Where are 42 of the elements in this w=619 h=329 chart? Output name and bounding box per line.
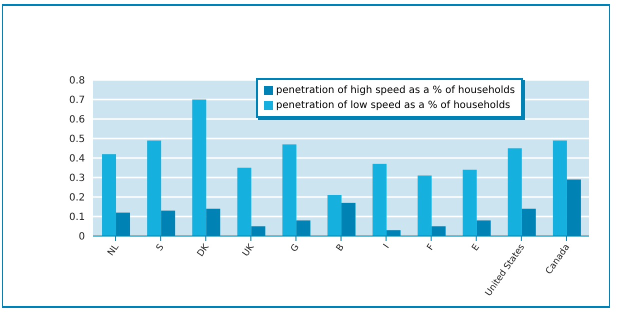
x-tick-label: UK — [241, 242, 258, 259]
bar — [206, 208, 220, 236]
y-tick-label: 0.6 — [69, 114, 85, 126]
bar — [386, 230, 401, 236]
bar — [282, 144, 296, 236]
legend-label: penetration of high speed as a % of households — [276, 84, 515, 98]
y-tick-label: 0.1 — [69, 212, 85, 224]
x-tick-label: G — [289, 242, 302, 254]
x-tick-label: NL — [106, 242, 122, 258]
y-tick-label: 0.4 — [69, 154, 85, 165]
bar — [116, 212, 130, 236]
bar — [566, 179, 581, 236]
x-tick-label: B — [334, 242, 347, 254]
bar — [237, 168, 252, 236]
x-tick-label: I — [382, 242, 392, 251]
x-tick-label: F — [426, 242, 437, 253]
bar — [296, 220, 310, 236]
bar — [327, 195, 342, 236]
bar — [462, 170, 477, 236]
bar — [147, 140, 162, 236]
legend-label: penetration of low speed as a % of households — [276, 99, 510, 113]
bar — [341, 202, 356, 236]
bar — [161, 210, 176, 236]
bar — [372, 164, 387, 236]
y-tick-label: 0.8 — [69, 76, 85, 87]
bar — [192, 100, 206, 236]
bar — [251, 226, 266, 236]
bar — [102, 154, 116, 236]
y-tick-label: 0 — [78, 232, 85, 243]
bar — [432, 226, 446, 236]
y-tick-label: 0.7 — [69, 95, 85, 106]
bar — [522, 208, 536, 236]
y-tick-label: 0.2 — [69, 192, 85, 204]
y-tick-label: 0.5 — [69, 134, 85, 146]
y-tick-label: 0.3 — [69, 173, 85, 184]
bar — [552, 140, 567, 236]
x-tick-label: S — [154, 242, 166, 254]
bar — [418, 176, 432, 236]
x-tick-label: E — [470, 242, 482, 254]
bar — [508, 148, 522, 236]
bar — [476, 220, 491, 236]
x-tick-label: DK — [196, 242, 212, 259]
